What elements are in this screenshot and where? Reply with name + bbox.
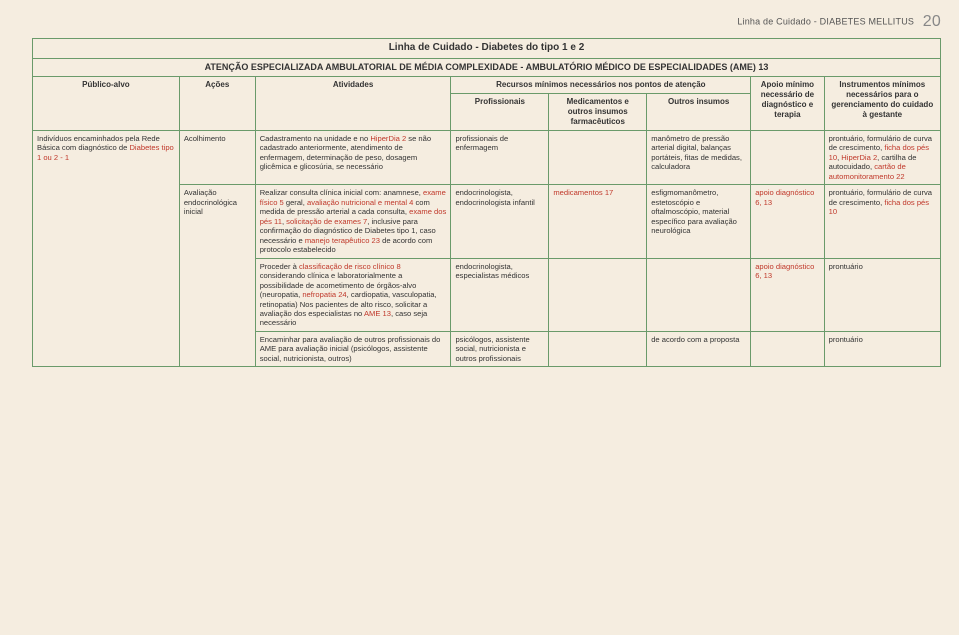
cell-instrumentos: prontuário, formulário de curva de cresc… bbox=[824, 185, 940, 258]
cell-profissionais: profissionais de enfermagem bbox=[451, 130, 549, 184]
cell-outros: de acordo com a proposta bbox=[647, 331, 751, 366]
cell-apoio: apoio diagnóstico 6, 13 bbox=[751, 185, 824, 258]
col-outros: Outros insumos bbox=[647, 93, 751, 130]
col-apoio: Apoio mínimo necessário de diagnóstico e… bbox=[751, 76, 824, 130]
col-medicamentos: Medicamentos e outros insumos farmacêuti… bbox=[549, 93, 647, 130]
header-row-1: Público-alvo Ações Atividades Recursos m… bbox=[33, 76, 941, 93]
cell-instrumentos: prontuário bbox=[824, 258, 940, 331]
cell-outros: esfigmomanômetro, estetoscópio e oftalmo… bbox=[647, 185, 751, 258]
cell-apoio bbox=[751, 331, 824, 366]
cell-profissionais: psicólogos, assistente social, nutricion… bbox=[451, 331, 549, 366]
breadcrumb: Linha de Cuidado - DIABETES MELLITUS bbox=[737, 16, 914, 26]
cell-apoio: apoio diagnóstico 6, 13 bbox=[751, 258, 824, 331]
cell-outros bbox=[647, 258, 751, 331]
col-profissionais: Profissionais bbox=[451, 93, 549, 130]
table-subtitle: ATENÇÃO ESPECIALIZADA AMBULATORIAL DE MÉ… bbox=[33, 58, 941, 76]
cell-instrumentos: prontuário bbox=[824, 331, 940, 366]
col-instrumentos: Instrumentos mínimos necessários para o … bbox=[824, 76, 940, 130]
page-number: 20 bbox=[923, 12, 941, 32]
page-header: Linha de Cuidado - DIABETES MELLITUS 20 bbox=[32, 12, 941, 32]
cell-atividades: Proceder à classificação de risco clínic… bbox=[255, 258, 451, 331]
cell-medicamentos: medicamentos 17 bbox=[549, 185, 647, 258]
cell-medicamentos bbox=[549, 258, 647, 331]
table-title: Linha de Cuidado - Diabetes do tipo 1 e … bbox=[33, 39, 941, 59]
col-publico: Público-alvo bbox=[33, 76, 180, 130]
cell-atividades: Realizar consulta clínica inicial com: a… bbox=[255, 185, 451, 258]
cell-publico: Indivíduos encaminhados pela Rede Básica… bbox=[33, 130, 180, 367]
table-row: Indivíduos encaminhados pela Rede Básica… bbox=[33, 130, 941, 184]
cell-medicamentos bbox=[549, 130, 647, 184]
cell-outros: manômetro de pressão arterial digital, b… bbox=[647, 130, 751, 184]
cell-medicamentos bbox=[549, 331, 647, 366]
cell-atividades: Encaminhar para avaliação de outros prof… bbox=[255, 331, 451, 366]
cell-atividades: Cadastramento na unidade e no HiperDia 2… bbox=[255, 130, 451, 184]
cell-instrumentos: prontuário, formulário de curva de cresc… bbox=[824, 130, 940, 184]
title-row: Linha de Cuidado - Diabetes do tipo 1 e … bbox=[33, 39, 941, 59]
subtitle-row: ATENÇÃO ESPECIALIZADA AMBULATORIAL DE MÉ… bbox=[33, 58, 941, 76]
cell-profissionais: endocrinologista, especialistas médicos bbox=[451, 258, 549, 331]
cell-acoes: Acolhimento bbox=[179, 130, 255, 184]
col-recursos: Recursos mínimos necessários nos pontos … bbox=[451, 76, 751, 93]
care-line-table: Linha de Cuidado - Diabetes do tipo 1 e … bbox=[32, 38, 941, 367]
cell-profissionais: endocrinologista, endocrinologista infan… bbox=[451, 185, 549, 258]
col-atividades: Atividades bbox=[255, 76, 451, 130]
cell-apoio bbox=[751, 130, 824, 184]
col-acoes: Ações bbox=[179, 76, 255, 130]
cell-acoes: Avaliação endocrinológica inicial bbox=[179, 185, 255, 367]
